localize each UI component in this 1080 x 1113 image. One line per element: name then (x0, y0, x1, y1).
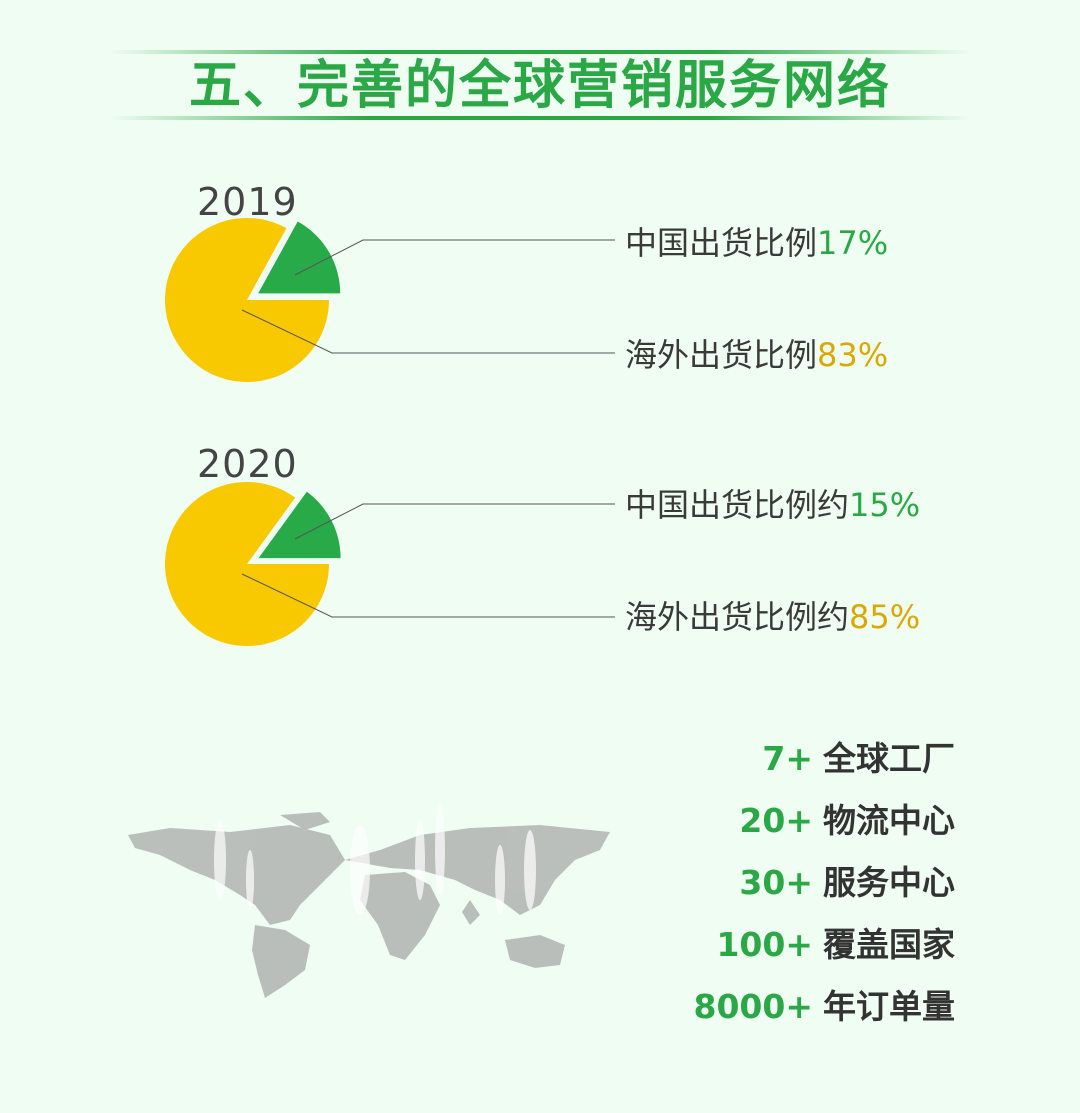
legend-china-2019: 中国出货比例17% (625, 223, 888, 263)
legend-overseas-2019: 海外出货比例83% (625, 335, 888, 375)
leader-line-china (294, 503, 615, 540)
stat-number: 7+ (762, 739, 813, 778)
stat-row: 100+ 覆盖国家 (694, 914, 955, 976)
stat-row: 30+ 服务中心 (694, 852, 955, 914)
leader-line-china (294, 239, 615, 276)
stat-label: 年订单量 (823, 987, 955, 1026)
stat-label: 物流中心 (823, 801, 955, 840)
map-glow (214, 805, 536, 915)
title-divider-top (110, 50, 970, 54)
stat-label: 覆盖国家 (823, 925, 955, 964)
leader-line-overseas (241, 309, 615, 354)
slice-label: 海外出货比例约 (625, 598, 850, 636)
leader-line-overseas (241, 573, 615, 618)
year-label-2019: 2019 (197, 180, 298, 224)
slice-value: 17% (817, 224, 889, 262)
legend-china-2020: 中国出货比例约15% (625, 485, 920, 525)
slice-value: 83% (817, 336, 889, 374)
pie-slice-china-2020 (258, 491, 341, 559)
slice-label: 中国出货比例 (625, 224, 818, 262)
title-divider-bottom (110, 116, 970, 120)
stat-row: 8000+ 年订单量 (694, 976, 956, 1038)
stat-label: 全球工厂 (823, 739, 955, 778)
page-title: 五、完善的全球营销服务网络 (188, 56, 891, 116)
stat-row: 7+ 全球工厂 (694, 728, 955, 790)
pie-slice-overseas-2020 (165, 481, 329, 646)
slice-value: 15% (849, 486, 921, 524)
pie-slice-overseas-2019 (165, 217, 329, 382)
stat-number: 100+ (716, 925, 813, 964)
stat-number: 30+ (739, 863, 813, 902)
slice-value: 85% (849, 598, 921, 636)
stats-list: 7+ 全球工厂 20+ 物流中心 30+ 服务中心 100+ 覆盖国家 8000+ 年订单… (694, 728, 956, 1038)
stat-number: 20+ (739, 801, 813, 840)
pie-slice-china-2019 (258, 221, 341, 294)
year-label-2020: 2020 (197, 442, 298, 486)
stat-label: 服务中心 (823, 863, 955, 902)
slice-label: 中国出货比例约 (625, 486, 850, 524)
stat-number: 8000+ (693, 987, 814, 1026)
legend-overseas-2020: 海外出货比例约85% (625, 597, 920, 637)
slice-label: 海外出货比例 (625, 336, 818, 374)
stat-row: 20+ 物流中心 (694, 790, 955, 852)
world-map-icon (128, 812, 610, 998)
